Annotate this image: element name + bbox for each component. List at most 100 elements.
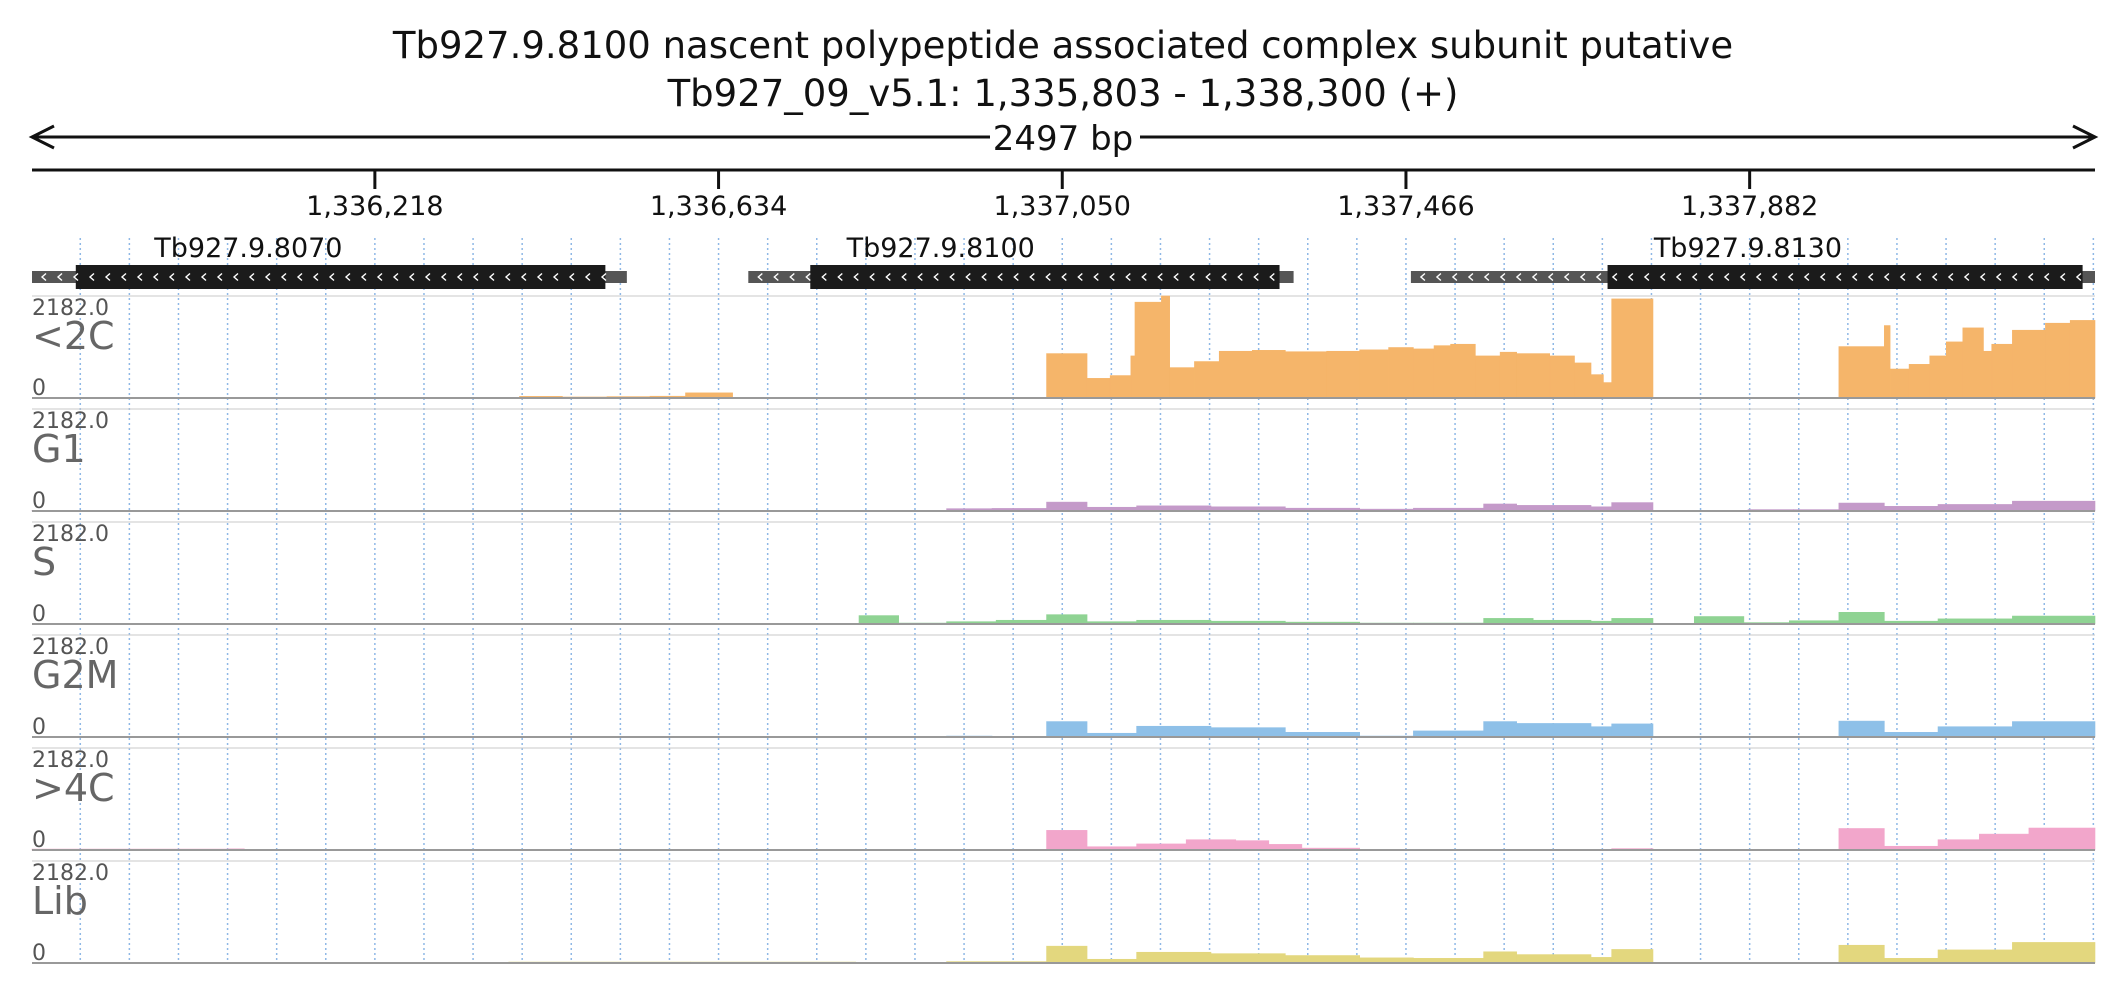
track-ymin-label: 0 xyxy=(32,602,46,627)
coverage-bar xyxy=(2069,320,2096,399)
track-ymax-label: 2182.0 xyxy=(32,635,109,660)
coverage-bar xyxy=(1161,295,1170,399)
track-name: G2M xyxy=(32,653,118,697)
strand-arrow xyxy=(120,272,127,282)
coverage-bar xyxy=(1693,616,1745,625)
coverage-bar xyxy=(1937,949,2013,964)
span-ruler: 2497 bp xyxy=(28,119,2099,159)
coverage-bar xyxy=(1983,350,1993,399)
strand-arrow xyxy=(1867,272,1874,282)
strand-arrow xyxy=(1467,272,1474,282)
coverage-bar xyxy=(1450,343,1476,399)
strand-arrow xyxy=(280,272,287,282)
coverage-bar xyxy=(1185,839,1237,851)
track-name: Lib xyxy=(32,879,88,923)
strand-arrow xyxy=(1093,272,1099,282)
coverage-bar xyxy=(1046,501,1088,512)
strand-arrow xyxy=(1931,272,1938,282)
track-5: 2182.0 0 Lib xyxy=(32,860,2096,966)
strand-arrow xyxy=(981,272,987,282)
strand-arrow xyxy=(1851,272,1858,282)
strand-arrow xyxy=(1077,272,1083,282)
strand-arrow xyxy=(56,272,63,282)
track-1: 2182.0 0 G1 xyxy=(31,408,2096,514)
strand-arrow xyxy=(1787,272,1794,282)
strand-arrow xyxy=(1547,272,1554,282)
coverage-bar xyxy=(1169,367,1195,399)
strand-arrow xyxy=(264,272,271,282)
strand-arrow xyxy=(376,272,383,282)
chart-title: Tb927.9.8100 nascent polypeptide associa… xyxy=(392,24,1733,67)
coverage-bar xyxy=(1194,361,1220,399)
strand-arrow xyxy=(536,272,543,282)
coverage-bar xyxy=(2012,500,2096,512)
strand-arrow xyxy=(584,272,591,282)
coverage-bar xyxy=(1574,362,1592,399)
strand-arrow xyxy=(997,272,1003,282)
coverage-bar xyxy=(2012,942,2096,964)
gene-label: Tb927.9.8130 xyxy=(1653,233,1842,264)
strand-arrow xyxy=(1915,272,1922,282)
strand-arrow xyxy=(1451,272,1458,282)
strand-arrow xyxy=(296,272,303,282)
coverage-bar xyxy=(1046,353,1088,399)
gene-cds xyxy=(1607,265,2083,289)
coverage-bar xyxy=(1603,382,1612,399)
coverage-bar xyxy=(1483,721,1517,738)
strand-arrow xyxy=(1835,272,1842,282)
strand-arrow xyxy=(184,272,191,282)
coverage-bar xyxy=(1285,351,1327,399)
coverage-bar xyxy=(1838,502,1885,512)
gene-annotation-track: Tb927.9.8070 Tb927.9.8100 Tb927.9.8130 xyxy=(32,233,2095,289)
strand-arrow xyxy=(1611,272,1618,282)
coverage-bar xyxy=(2012,329,2046,399)
strand-arrow xyxy=(1173,272,1179,282)
track-0: 2182.0 0 <2C xyxy=(32,295,2096,401)
strand-arrow xyxy=(1755,272,1762,282)
coverage-bar xyxy=(1046,614,1088,625)
coverage-bar xyxy=(1611,502,1654,512)
coverage-bar xyxy=(1611,949,1654,964)
position-gridlines xyxy=(79,238,2095,962)
strand-arrow xyxy=(392,272,399,282)
coverage-bar xyxy=(1326,350,1360,399)
coverage-bar xyxy=(1136,725,1212,738)
track-ymax-label: 2182.0 xyxy=(32,296,109,321)
strand-arrow xyxy=(1899,272,1906,282)
strand-arrow xyxy=(1109,272,1115,282)
coverage-bar xyxy=(2045,322,2071,399)
strand-arrow xyxy=(1189,272,1195,282)
strand-arrow xyxy=(1707,272,1714,282)
strand-arrow xyxy=(2075,272,2082,282)
strand-arrow xyxy=(965,272,971,282)
coverage-bar xyxy=(1884,325,1891,399)
strand-arrow xyxy=(1029,272,1035,282)
coverage-bar xyxy=(2028,827,2096,851)
strand-arrow xyxy=(1499,272,1506,282)
axis-tick-label: 1,336,218 xyxy=(306,191,443,222)
coverage-bar xyxy=(858,615,899,625)
coverage-bar xyxy=(1134,301,1162,399)
track-3: 2182.0 0 G2M xyxy=(32,634,2096,740)
strand-arrow xyxy=(1819,272,1826,282)
gene-label: Tb927.9.8100 xyxy=(846,233,1035,264)
strand-arrow xyxy=(917,272,923,282)
coverage-bar xyxy=(2012,721,2096,738)
strand-arrow xyxy=(789,272,795,282)
strand-arrow xyxy=(1237,272,1243,282)
coverage-bar xyxy=(1218,350,1253,399)
strand-arrow xyxy=(1563,272,1570,282)
strand-arrow xyxy=(2011,272,2018,282)
coverage-bar xyxy=(1235,840,1270,851)
strand-arrow xyxy=(168,272,175,282)
strand-arrow xyxy=(885,272,891,282)
coverage-bar xyxy=(1838,944,1885,964)
track-ymin-label: 0 xyxy=(32,941,46,966)
gene-cds xyxy=(810,265,1280,289)
span-label: 2497 bp xyxy=(993,119,1134,159)
coverage-bar xyxy=(1285,955,1360,964)
strand-arrow xyxy=(2027,272,2034,282)
strand-arrow xyxy=(1771,272,1778,282)
